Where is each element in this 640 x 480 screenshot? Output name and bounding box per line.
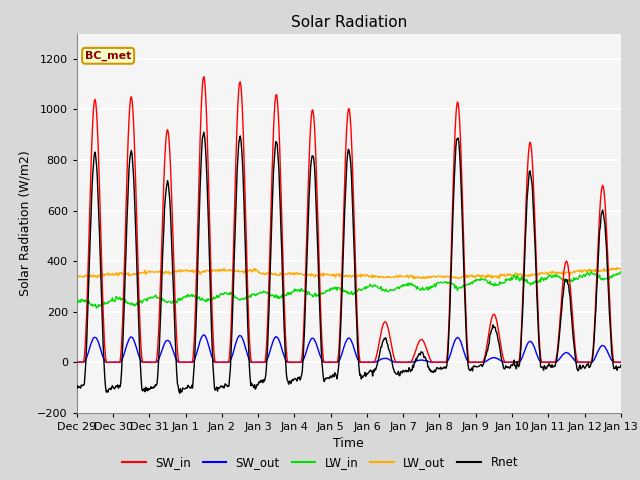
LW_in — [223, 291, 231, 297]
LW_out — [416, 275, 424, 280]
Rnet — [195, 234, 202, 240]
LW_out — [223, 268, 230, 274]
SW_out — [139, 359, 147, 365]
SW_in — [73, 360, 81, 365]
SW_out — [467, 360, 475, 365]
Rnet — [417, 352, 424, 358]
SW_in — [416, 338, 424, 344]
Title: Solar Radiation: Solar Radiation — [291, 15, 407, 30]
SW_out — [73, 360, 81, 365]
SW_out — [617, 359, 625, 365]
SW_in — [83, 310, 90, 316]
Line: Rnet: Rnet — [77, 132, 621, 393]
SW_in — [139, 359, 147, 365]
LW_out — [83, 273, 90, 279]
SW_in — [223, 360, 231, 365]
LW_in — [431, 284, 439, 290]
Rnet — [139, 388, 147, 394]
LW_out — [613, 265, 621, 271]
SW_in — [194, 219, 202, 225]
Line: SW_out: SW_out — [77, 335, 621, 362]
LW_out — [431, 275, 439, 280]
LW_in — [140, 297, 147, 303]
LW_in — [617, 269, 625, 275]
SW_out — [194, 346, 202, 352]
LW_in — [93, 305, 100, 311]
SW_out — [83, 355, 90, 360]
LW_out — [139, 270, 147, 276]
LW_in — [195, 295, 202, 301]
SW_out — [416, 358, 424, 363]
Rnet — [433, 366, 440, 372]
Y-axis label: Solar Radiation (W/m2): Solar Radiation (W/m2) — [19, 150, 32, 296]
LW_out — [194, 268, 202, 274]
Line: SW_in: SW_in — [77, 77, 621, 362]
SW_in — [200, 74, 208, 80]
Rnet — [617, 362, 625, 368]
Text: BC_met: BC_met — [85, 51, 131, 61]
Line: LW_in: LW_in — [77, 272, 621, 308]
SW_in — [617, 360, 625, 365]
LW_in — [83, 299, 90, 305]
SW_in — [431, 360, 439, 365]
X-axis label: Time: Time — [333, 437, 364, 450]
LW_in — [416, 286, 424, 292]
SW_out — [431, 360, 439, 365]
Rnet — [176, 390, 184, 396]
Rnet — [224, 384, 232, 389]
LW_out — [617, 266, 625, 272]
Line: LW_out: LW_out — [77, 268, 621, 279]
LW_out — [73, 274, 81, 279]
LW_out — [410, 276, 418, 282]
LW_in — [73, 300, 81, 305]
SW_out — [200, 332, 208, 338]
SW_out — [223, 360, 231, 365]
Rnet — [200, 129, 208, 135]
Legend: SW_in, SW_out, LW_in, LW_out, Rnet: SW_in, SW_out, LW_in, LW_out, Rnet — [117, 452, 523, 474]
Rnet — [83, 341, 90, 347]
Rnet — [73, 385, 81, 391]
